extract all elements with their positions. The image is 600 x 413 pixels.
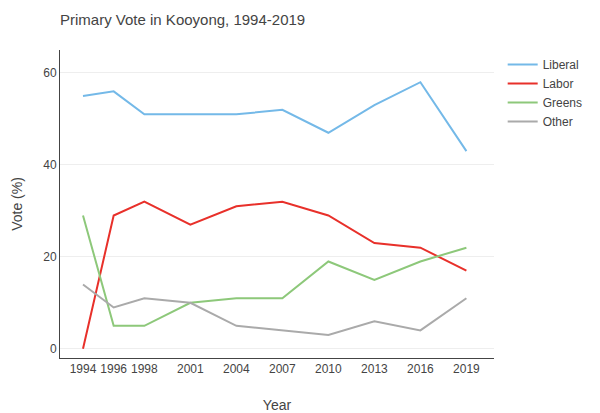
svg-text:Vote (%): Vote (%) bbox=[9, 177, 25, 231]
svg-text:2019: 2019 bbox=[453, 362, 480, 376]
svg-text:2010: 2010 bbox=[315, 362, 342, 376]
svg-text:0: 0 bbox=[50, 342, 57, 356]
svg-text:2016: 2016 bbox=[407, 362, 434, 376]
svg-text:2001: 2001 bbox=[177, 362, 204, 376]
svg-text:2004: 2004 bbox=[223, 362, 250, 376]
svg-text:60: 60 bbox=[43, 66, 57, 80]
svg-text:40: 40 bbox=[43, 158, 57, 172]
svg-text:Primary Vote in Kooyong, 1994-: Primary Vote in Kooyong, 1994-2019 bbox=[60, 11, 305, 28]
svg-text:1998: 1998 bbox=[131, 362, 158, 376]
svg-text:Greens: Greens bbox=[543, 96, 582, 110]
svg-text:Other: Other bbox=[543, 115, 573, 129]
svg-text:Labor: Labor bbox=[543, 77, 574, 91]
svg-text:Liberal: Liberal bbox=[543, 58, 579, 72]
svg-text:2007: 2007 bbox=[269, 362, 296, 376]
svg-text:1996: 1996 bbox=[100, 362, 127, 376]
svg-text:1994: 1994 bbox=[70, 362, 97, 376]
svg-text:20: 20 bbox=[43, 250, 57, 264]
svg-text:Year: Year bbox=[263, 397, 292, 413]
svg-text:2013: 2013 bbox=[361, 362, 388, 376]
